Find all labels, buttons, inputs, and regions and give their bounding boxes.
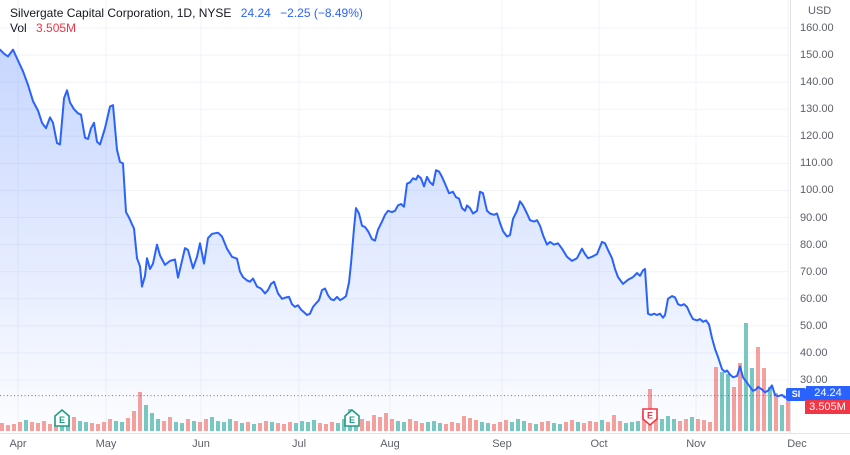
price-tick-label: 140.00	[800, 76, 834, 89]
month-tick-label: Jun	[192, 438, 210, 450]
price-tick-label: 70.00	[800, 265, 828, 278]
month-tick-label: Oct	[590, 438, 608, 450]
price-tick-label: 30.00	[800, 374, 828, 386]
month-tick-label: Apr	[9, 438, 27, 450]
price-line	[0, 48, 789, 399]
last-price-value: 24.24	[240, 6, 271, 20]
price-axis[interactable]: USD 160.00 150.00 140.00 130.00 120.00 110.00…	[790, 0, 850, 433]
earnings-badge-icon[interactable]: E	[641, 407, 659, 427]
svg-text:E: E	[59, 415, 65, 425]
price-tick-label: 90.00	[800, 211, 828, 224]
chart-canvas[interactable]	[0, 0, 790, 433]
month-tick-label: Aug	[380, 438, 400, 450]
chart-legend: Silvergate Capital Corporation, 1D, NYSE…	[10, 6, 363, 36]
month-tick-label: Jul	[291, 438, 307, 450]
currency-label: USD	[808, 5, 832, 17]
volume-label: Vol	[10, 21, 27, 35]
month-tick-label: Sep	[492, 438, 512, 450]
month-tick-label: Dec	[787, 438, 807, 450]
price-tick-label: 110.00	[800, 157, 833, 170]
last-price-axis-label: 24.24	[806, 386, 850, 400]
earnings-badge-icon[interactable]: E	[53, 408, 71, 428]
month-tick-label: May	[95, 438, 117, 450]
price-area-fill	[0, 49, 788, 432]
price-tick-label: 130.00	[800, 103, 834, 116]
price-tick-label: 160.00	[800, 22, 834, 34]
price-tick-label: 120.00	[800, 130, 834, 143]
volume-value: 3.505M	[36, 21, 77, 35]
price-tick-label: 100.00	[800, 184, 834, 197]
price-change-value: −2.25 (−8.49%)	[280, 6, 363, 20]
volume-bars	[0, 323, 790, 431]
symbol-title[interactable]: Silvergate Capital Corporation, 1D, NYSE	[10, 6, 232, 20]
price-tick-label: 80.00	[800, 238, 828, 251]
price-tick-label: 40.00	[800, 346, 828, 359]
svg-text:E: E	[349, 415, 355, 425]
svg-text:E: E	[647, 411, 653, 421]
volume-axis-label: 3.505M	[805, 400, 850, 414]
earnings-badge-icon[interactable]: E	[343, 408, 361, 428]
price-tick-label: 50.00	[800, 319, 828, 332]
symbol-price-tag: SI	[786, 388, 806, 401]
price-tick-label: 150.00	[800, 49, 834, 62]
price-tick-label: 60.00	[800, 292, 828, 305]
time-axis[interactable]: Apr May Jun Jul Aug Sep Oct Nov Dec	[0, 433, 850, 455]
month-tick-label: Nov	[686, 438, 706, 450]
